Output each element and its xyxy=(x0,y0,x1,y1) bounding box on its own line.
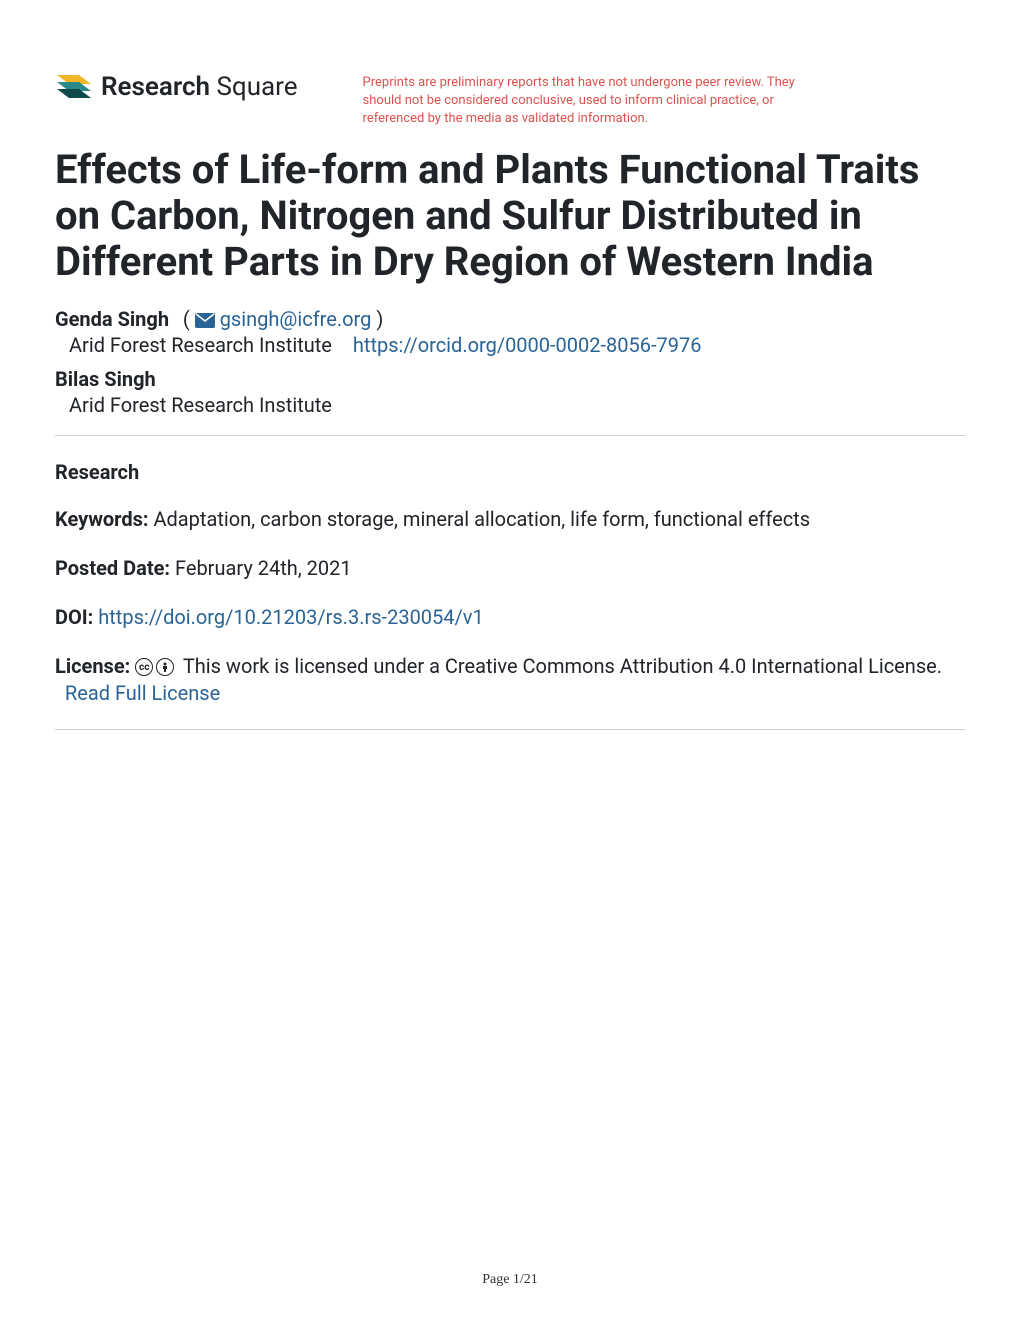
author-name: Bilas Singh xyxy=(55,367,156,391)
logo-text: Research Square xyxy=(101,72,298,102)
author-affiliation: Arid Forest Research Institute https://o… xyxy=(69,333,965,357)
divider xyxy=(55,435,965,436)
posted-date-value: February 24th, 2021 xyxy=(175,556,352,580)
cc-icon: cc xyxy=(135,658,153,676)
keywords-label: Keywords: xyxy=(55,507,149,531)
doi-row: DOI: https://doi.org/10.21203/rs.3.rs-23… xyxy=(55,604,965,631)
author-name: Genda Singh xyxy=(55,307,169,331)
author-entry: Bilas Singh Arid Forest Research Institu… xyxy=(55,367,965,417)
keywords-row: Keywords: Adaptation, carbon storage, mi… xyxy=(55,506,965,533)
authors-block: Genda Singh ( gsingh@icfre.org ) Arid Fo… xyxy=(55,307,965,417)
doi-label: DOI: xyxy=(55,605,93,629)
posted-date-row: Posted Date: February 24th, 2021 xyxy=(55,555,965,582)
logo: Research Square xyxy=(55,70,298,104)
cc-icons: cc xyxy=(135,658,174,676)
disclaimer-text: Preprints are preliminary reports that h… xyxy=(363,70,803,129)
mail-icon xyxy=(195,313,215,328)
author-entry: Genda Singh ( gsingh@icfre.org ) Arid Fo… xyxy=(55,307,965,357)
license-link[interactable]: Read Full License xyxy=(65,681,220,705)
doi-link[interactable]: https://doi.org/10.21203/rs.3.rs-230054/… xyxy=(98,605,483,629)
author-affiliation: Arid Forest Research Institute xyxy=(69,393,965,417)
logo-icon xyxy=(55,70,93,104)
paper-title: Effects of Life-form and Plants Function… xyxy=(55,147,965,285)
orcid-link[interactable]: https://orcid.org/0000-0002-8056-7976 xyxy=(353,333,702,357)
header: Research Square Preprints are preliminar… xyxy=(55,70,965,129)
divider xyxy=(55,729,965,730)
page-number: Page 1/21 xyxy=(0,1272,1020,1288)
license-row: License: cc This work is licensed under … xyxy=(55,653,965,707)
posted-date-label: Posted Date: xyxy=(55,556,170,580)
cc-by-icon xyxy=(156,658,174,676)
article-type: Research xyxy=(55,460,965,484)
license-label: License: xyxy=(55,654,130,678)
keywords-value: Adaptation, carbon storage, mineral allo… xyxy=(153,507,810,531)
license-text: This work is licensed under a Creative C… xyxy=(183,654,942,678)
author-email-link[interactable]: gsingh@icfre.org xyxy=(220,307,372,331)
email-wrapper: ( gsingh@icfre.org ) xyxy=(173,307,383,331)
